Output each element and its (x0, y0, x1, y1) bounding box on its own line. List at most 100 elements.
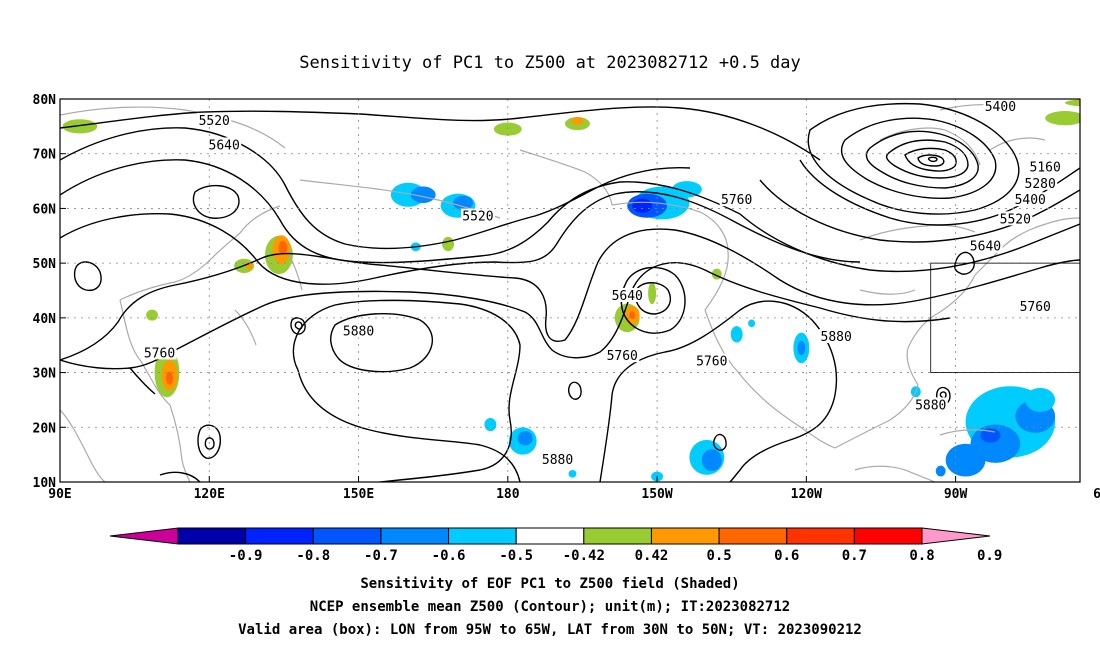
colorbar-label: 0.5 (706, 548, 731, 564)
contour-label: 5640 (209, 139, 240, 154)
map-layers: 5520 5640 5520 5640 5880 5760 5760 5760 5880 5880… (60, 99, 1100, 482)
shaded-region (632, 198, 653, 213)
contour-label-bg (998, 211, 1033, 226)
shaded-region (571, 117, 584, 125)
lon-tick-label: 90W (944, 487, 968, 502)
lat-lon-gridlines (60, 99, 1080, 482)
lat-tick-label: 40N (33, 312, 57, 327)
contour-label-bg (1023, 175, 1058, 190)
shaded-region (797, 340, 806, 356)
shaded-region (730, 326, 743, 343)
lon-tick-label: 180 (496, 487, 520, 502)
contour-label: 5760 (144, 346, 175, 361)
colorbar-label: -0.5 (499, 548, 533, 564)
contour-label-bg (913, 397, 948, 412)
shaded-region (410, 186, 436, 203)
contour-label-bg (983, 99, 1018, 114)
contour-label-bg (460, 208, 495, 223)
colorbar-label: 0.8 (909, 548, 934, 564)
colorbar-segment (380, 527, 450, 545)
shaded-region (278, 240, 288, 255)
contour-label-bg (142, 345, 177, 360)
contour-label: 5520 (1000, 212, 1031, 227)
contour-label-bg (1013, 192, 1048, 207)
figure-title: Sensitivity of PC1 to Z500 at 2023082712… (299, 53, 801, 73)
shaded-region (935, 465, 946, 477)
colorbar-triangle-high (921, 527, 991, 545)
colorbar-segment (177, 527, 247, 545)
contour-label-bg (719, 192, 754, 207)
contour-label-bg (1018, 298, 1053, 313)
colorbar-segment (515, 527, 585, 545)
shaded-region (442, 236, 455, 252)
shaded-region (1090, 195, 1100, 222)
colorbar-triangle-low (109, 527, 179, 545)
contour-labels: 5520 5640 5520 5640 5880 5760 5760 5760 5880 5880… (142, 99, 1063, 468)
contour-label-bg (605, 348, 640, 363)
lat-tick-label: 80N (33, 93, 57, 108)
shaded-region (453, 195, 473, 211)
contour-label-bg (341, 323, 376, 338)
contour-label-bg (207, 137, 242, 152)
contour-label: 5160 (1030, 160, 1061, 175)
lat-tick-label: 50N (33, 257, 57, 272)
colorbar-segment (853, 527, 923, 545)
contour-label-bg (968, 238, 1003, 253)
colorbar-segment (650, 527, 720, 545)
contour-label: 5640 (612, 289, 643, 304)
shaded-region (484, 417, 497, 432)
lat-tick-label: 60N (33, 202, 57, 217)
lat-tick-label: 70N (33, 148, 57, 163)
shaded-region (672, 181, 702, 198)
contour-label: 5520 (462, 210, 493, 225)
contour-label: 5640 (970, 240, 1001, 255)
lon-tick-label: 90E (48, 487, 71, 502)
z500-contours (60, 102, 1080, 482)
contour-label-bg (1028, 159, 1063, 174)
shaded-region (648, 282, 657, 305)
shaded-region (62, 119, 98, 134)
caption-line-3: Valid area (box): LON from 95W to 65W, L… (238, 622, 862, 638)
contour-label: 5520 (199, 114, 230, 129)
contour-label: 5760 (721, 193, 752, 208)
colorbar-label: -0.6 (432, 548, 466, 564)
shaded-region (568, 469, 577, 478)
colorbar-label: 0.7 (842, 548, 867, 564)
shaded-region (1077, 100, 1080, 104)
colorbar-segment (448, 527, 517, 545)
colorbar-segment (583, 527, 652, 545)
lon-tick-label: 120W (791, 487, 822, 502)
colorbar: -0.9 -0.8 -0.7 -0.6 -0.5 -0.42 0.42 0.5 0.6 0.7 0.… (109, 527, 1002, 564)
shaded-region (493, 122, 522, 136)
contour-label: 5400 (985, 100, 1016, 115)
shaded-region (146, 309, 159, 321)
colorbar-label: -0.42 (563, 548, 605, 564)
shaded-region (629, 311, 636, 319)
contour-label: 5280 (1025, 177, 1056, 192)
colorbar-segment (718, 527, 788, 545)
contour-label: 5400 (1015, 193, 1046, 208)
colorbar-segment (312, 527, 382, 545)
contour-label: 5880 (821, 330, 852, 345)
lon-tick-label: 150W (641, 487, 672, 502)
contour-label-bg (540, 452, 575, 467)
shaded-region (1045, 111, 1080, 126)
contour-label-bg (610, 287, 645, 302)
colorbar-label: -0.8 (296, 548, 330, 564)
colorbar-label: -0.9 (229, 548, 263, 564)
contour-label-bg (819, 329, 854, 344)
contour-label: 5760 (696, 355, 727, 370)
colorbar-label: 0.6 (774, 548, 799, 564)
lat-tick-label: 20N (33, 421, 57, 436)
colorbar-segment (786, 527, 855, 545)
contour-label: 5880 (915, 398, 946, 413)
lon-tick-label: 120E (194, 487, 225, 502)
map-background (60, 99, 1080, 482)
caption-line-2: NCEP ensemble mean Z500 (Contour); unit(… (310, 599, 790, 615)
contour-label: 5880 (343, 325, 374, 340)
lat-tick-label: 30N (33, 367, 57, 382)
caption-line-1: Sensitivity of EOF PC1 to Z500 field (Sh… (360, 576, 739, 592)
axis-ticks: 90E 120E 150E 180 150W 120W 90W 60W 10N 20N 30N 40N… (33, 93, 1100, 502)
contour-label-bg (694, 353, 729, 368)
